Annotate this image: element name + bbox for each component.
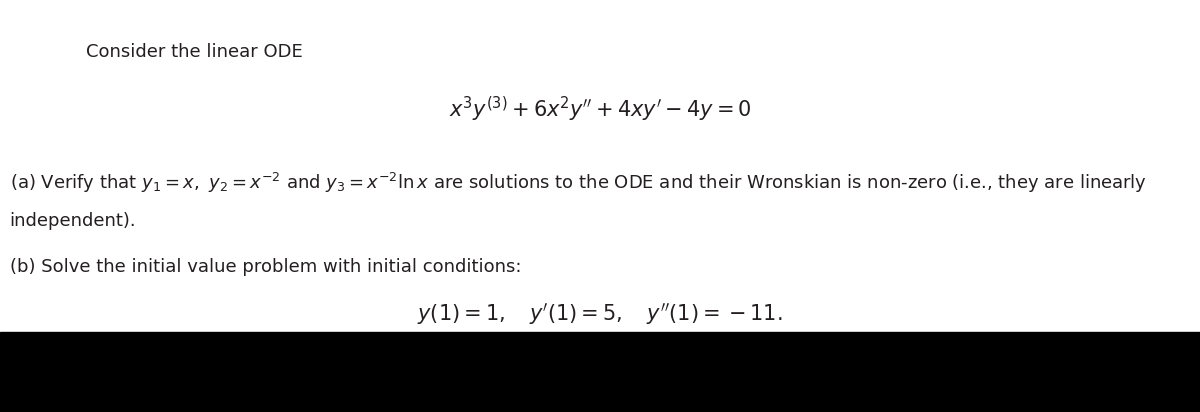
Text: (a) Verify that $y_1 = x,\ y_2 = x^{-2}$ and $y_3 = x^{-2}\ln x$ are solutions t: (a) Verify that $y_1 = x,\ y_2 = x^{-2}$…	[10, 171, 1146, 195]
Bar	[0, 332, 1200, 412]
Text: $x^3y^{(3)} + 6x^2y'' + 4xy' - 4y = 0$: $x^3y^{(3)} + 6x^2y'' + 4xy' - 4y = 0$	[449, 95, 751, 124]
Text: independent).: independent).	[10, 212, 137, 230]
Text: $y(1) = 1, \quad y'(1) = 5, \quad y''(1) = -11.$: $y(1) = 1, \quad y'(1) = 5, \quad y''(1)…	[418, 301, 782, 327]
Text: (b) Solve the initial value problem with initial conditions:: (b) Solve the initial value problem with…	[10, 258, 521, 276]
Text: Consider the linear ODE: Consider the linear ODE	[86, 43, 304, 61]
